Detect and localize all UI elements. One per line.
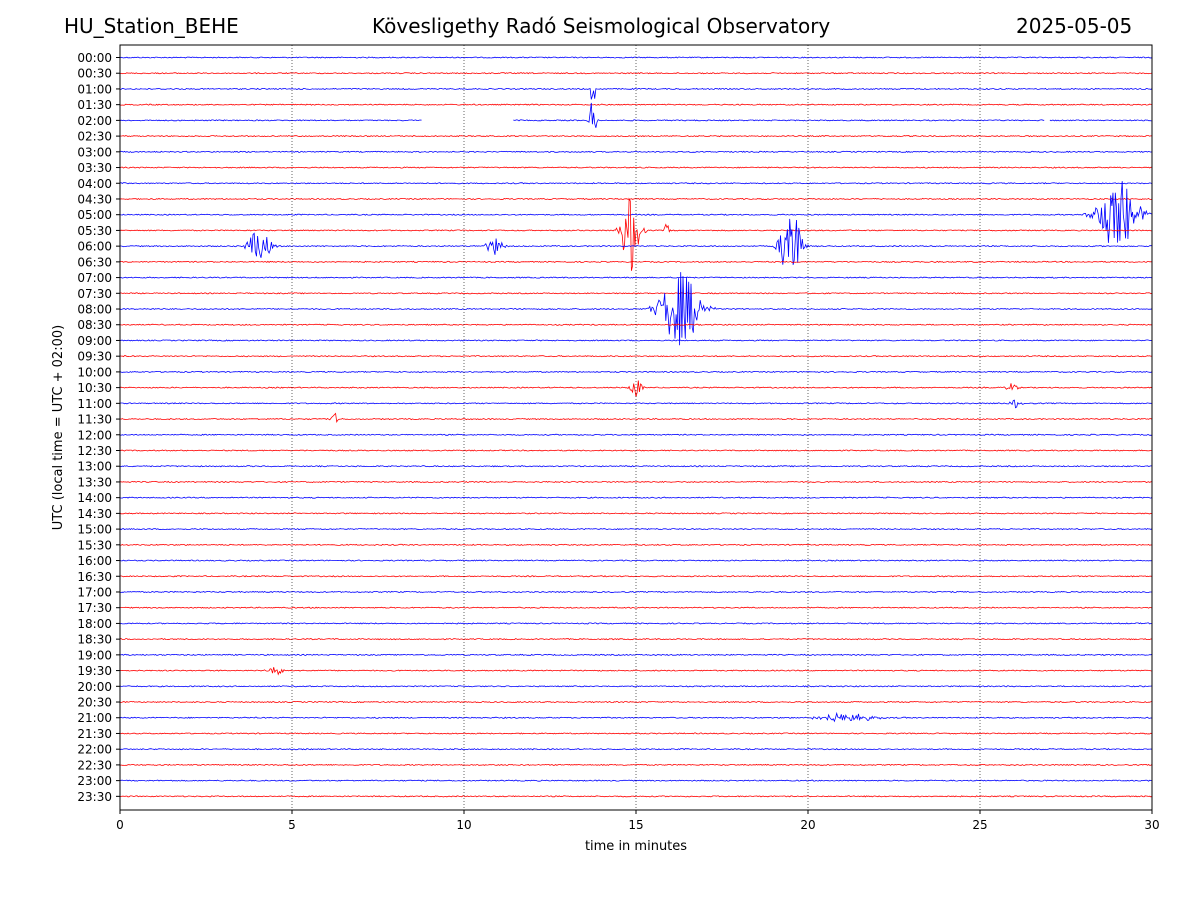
- y-tick-label: 05:30: [77, 224, 112, 238]
- y-tick-label: 15:00: [77, 523, 112, 537]
- y-tick-label: 20:00: [77, 680, 112, 694]
- y-tick-label: 10:00: [77, 365, 112, 379]
- trace-1100: [119, 399, 1153, 409]
- y-tick-label: 16:30: [77, 570, 112, 584]
- y-tick-label: 17:30: [77, 601, 112, 615]
- trace-0800: [119, 272, 1153, 346]
- trace-1000: [119, 370, 1153, 373]
- plot-frame: [119, 44, 1153, 811]
- trace-2000: [119, 685, 1153, 688]
- trace-1330: [120, 480, 1153, 484]
- y-tick-label: 23:00: [77, 774, 112, 788]
- x-tick-label: 15: [628, 818, 643, 832]
- y-tick-label: 12:00: [77, 428, 112, 442]
- y-tick-label: 12:30: [77, 444, 112, 458]
- trace-0030: [119, 72, 1153, 75]
- trace-0900: [119, 339, 1153, 342]
- trace-1030: [119, 380, 1153, 397]
- y-tick-label: 06:00: [77, 240, 112, 254]
- trace-1530: [119, 543, 1153, 546]
- grid-layer: [291, 45, 981, 810]
- y-tick-label: 22:30: [77, 758, 112, 772]
- y-tick-label: 07:30: [77, 287, 112, 301]
- y-tick-label: 04:30: [77, 192, 112, 206]
- x-tick-label: 5: [288, 818, 296, 832]
- chart-date: 2025-05-05: [1016, 14, 1133, 38]
- x-tick-label: 25: [972, 818, 987, 832]
- y-tick-label: 00:00: [77, 51, 112, 65]
- trace-1800: [119, 622, 1152, 625]
- x-tick-label: 30: [1144, 818, 1159, 832]
- y-tick-label: 10:30: [77, 381, 112, 395]
- trace-1730: [120, 606, 1153, 609]
- y-tick-label: 19:00: [77, 648, 112, 662]
- y-tick-label: 03:30: [77, 161, 112, 175]
- y-tick-label: 14:30: [77, 507, 112, 521]
- y-tick-label: 22:00: [77, 743, 112, 757]
- x-tick-label: 0: [116, 818, 124, 832]
- y-tick-label: 17:00: [77, 585, 112, 599]
- y-tick-label: 18:30: [77, 633, 112, 647]
- y-tick-label: 15:30: [77, 538, 112, 552]
- y-tick-label: 01:30: [77, 98, 112, 112]
- y-tick-label: 07:00: [77, 271, 112, 285]
- y-tick-label: 21:30: [77, 727, 112, 741]
- y-tick-label: 06:30: [77, 255, 112, 269]
- y-tick-label: 04:00: [77, 177, 112, 191]
- x-tick-label: 10: [456, 818, 471, 832]
- trace-1200: [119, 433, 1153, 436]
- y-tick-label: 09:00: [77, 334, 112, 348]
- chart-title: Kövesligethy Radó Seismological Observat…: [372, 14, 831, 38]
- trace-0330: [119, 166, 1153, 169]
- y-tick-label: 14:00: [77, 491, 112, 505]
- trace-1600: [119, 559, 1153, 562]
- y-tick-label: 02:00: [77, 114, 112, 128]
- y-tick-label: 03:00: [77, 145, 112, 159]
- y-tick-label: 02:30: [77, 130, 112, 144]
- trace-1400: [119, 496, 1153, 499]
- y-tick-label: 20:30: [77, 696, 112, 710]
- trace-0930: [119, 355, 1153, 358]
- y-tick-label: 01:00: [77, 82, 112, 96]
- y-tick-label: 08:30: [77, 318, 112, 332]
- y-tick-label: 13:30: [77, 475, 112, 489]
- y-tick-label: 16:00: [77, 554, 112, 568]
- y-tick-label: 05:00: [77, 208, 112, 222]
- y-tick-label: 19:30: [77, 664, 112, 678]
- y-tick-label: 21:00: [77, 711, 112, 725]
- trace-0730: [119, 292, 1153, 295]
- y-tick-label: 11:30: [77, 413, 112, 427]
- trace-1930: [119, 667, 1153, 676]
- trace-1130: [119, 412, 1153, 424]
- trace-0300: [119, 150, 1153, 153]
- trace-2230: [119, 763, 1153, 766]
- trace-0700: [119, 276, 1152, 279]
- y-tick-label: 18:00: [77, 617, 112, 631]
- y-tick-label: 08:00: [77, 303, 112, 317]
- y-tick-label: 09:30: [77, 350, 112, 364]
- y-tick-label: 13:00: [77, 460, 112, 474]
- y-tick-label: 00:30: [77, 67, 112, 81]
- station-name: HU_Station_BEHE: [64, 14, 239, 38]
- x-axis: 0 5 10 15 20 25 30: [116, 810, 1160, 832]
- y-tick-label: 11:00: [77, 397, 112, 411]
- trace-0200: [119, 102, 1153, 128]
- trace-2200: [119, 748, 1153, 751]
- x-tick-label: 20: [800, 818, 815, 832]
- x-axis-label: time in minutes: [585, 839, 687, 854]
- trace-2130: [119, 732, 1153, 735]
- trace-0100: [119, 87, 1153, 100]
- trace-0500: [119, 181, 1153, 243]
- y-tick-label: 23:30: [77, 790, 112, 804]
- y-axis-label: UTC (local time = UTC + 02:00): [51, 325, 66, 530]
